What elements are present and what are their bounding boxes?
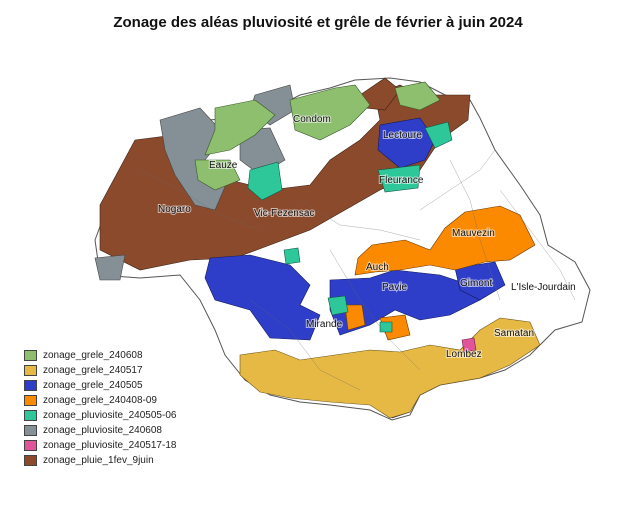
legend-swatch (24, 395, 37, 406)
legend-label: zonage_grele_240608 (43, 350, 143, 361)
legend-label: zonage_grele_240408-09 (43, 395, 157, 406)
legend-swatch (24, 440, 37, 451)
legend-item-grele-240517: zonage_grele_240517 (24, 363, 176, 378)
legend-item-grele-240608: zonage_grele_240608 (24, 348, 176, 363)
legend-item-pluviosite-240608: zonage_pluviosite_240608 (24, 423, 176, 438)
zone-grele-240517 (239, 317, 541, 419)
legend-item-pluie-1fev-9juin: zonage_pluie_1fev_9juin (24, 453, 176, 468)
legend-label: zonage_grele_240517 (43, 365, 143, 376)
legend-swatch (24, 350, 37, 361)
legend-swatch (24, 365, 37, 376)
zone-pluviosite-240505-06 (247, 121, 453, 333)
legend-label: zonage_pluie_1fev_9juin (43, 455, 154, 466)
city-label-pavie: Pavie (382, 282, 407, 293)
city-label-gimont: Gimont (460, 278, 492, 289)
legend-swatch (24, 455, 37, 466)
city-label-mirande: Mirande (306, 319, 343, 330)
city-label-isle-jourdain: L'Isle-Jourdain (511, 282, 576, 293)
legend-label: zonage_pluviosite_240505-06 (43, 410, 177, 421)
map-title: Zonage des aléas pluviosité et grêle de … (113, 14, 523, 31)
legend-item-pluviosite-240517-18: zonage_pluviosite_240517-18 (24, 438, 176, 453)
city-label-eauze: Eauze (209, 160, 238, 171)
city-label-nogaro: Nogaro (158, 204, 191, 215)
legend-swatch (24, 425, 37, 436)
city-label-samatan: Samatan (494, 328, 534, 339)
legend-item-grele-240505: zonage_grele_240505 (24, 378, 176, 393)
legend-label: zonage_pluviosite_240608 (43, 425, 162, 436)
legend-swatch (24, 380, 37, 391)
zone-grele-240608 (194, 81, 441, 191)
city-label-vic-fezensac: Vic-Fezensac (254, 208, 314, 219)
legend-label: zonage_pluviosite_240517-18 (43, 440, 177, 451)
city-label-auch: Auch (366, 262, 389, 273)
map-legend: zonage_grele_240608 zonage_grele_240517 … (24, 348, 176, 468)
zone-grele-240408-09 (344, 205, 536, 341)
zone-pluviosite-240517-18 (461, 337, 477, 353)
city-label-fleurance: Fleurance (379, 175, 424, 186)
legend-label: zonage_grele_240505 (43, 380, 143, 391)
legend-swatch (24, 410, 37, 421)
city-label-lombez: Lombez (446, 349, 482, 360)
city-label-lectoure: Lectoure (383, 130, 422, 141)
city-label-condom: Condom (293, 114, 331, 125)
legend-item-grele-240408-09: zonage_grele_240408-09 (24, 393, 176, 408)
commune-boundaries (139, 149, 576, 391)
legend-item-pluviosite-240505-06: zonage_pluviosite_240505-06 (24, 408, 176, 423)
city-label-mauvezin: Mauvezin (452, 228, 495, 239)
